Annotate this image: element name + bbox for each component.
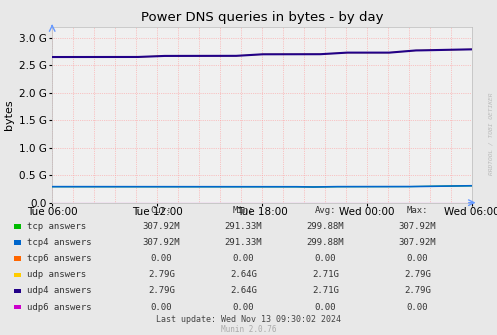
Title: Power DNS queries in bytes - by day: Power DNS queries in bytes - by day — [141, 11, 383, 24]
Text: 291.33M: 291.33M — [225, 222, 262, 231]
Text: Avg:: Avg: — [315, 206, 336, 215]
Text: 2.79G: 2.79G — [404, 270, 431, 279]
Text: 0.00: 0.00 — [151, 303, 172, 312]
Text: Max:: Max: — [407, 206, 428, 215]
Text: 0.00: 0.00 — [315, 303, 336, 312]
Text: 2.79G: 2.79G — [148, 270, 175, 279]
Text: 307.92M: 307.92M — [399, 222, 436, 231]
Text: 2.79G: 2.79G — [404, 286, 431, 295]
Text: 2.64G: 2.64G — [230, 286, 257, 295]
Text: 0.00: 0.00 — [407, 303, 428, 312]
Text: 299.88M: 299.88M — [307, 238, 344, 247]
Text: 2.71G: 2.71G — [312, 286, 339, 295]
Text: Munin 2.0.76: Munin 2.0.76 — [221, 325, 276, 334]
Text: 0.00: 0.00 — [407, 254, 428, 263]
Text: udp answers: udp answers — [27, 270, 86, 279]
Text: 307.92M: 307.92M — [143, 222, 180, 231]
Text: 0.00: 0.00 — [151, 254, 172, 263]
Text: udp4 answers: udp4 answers — [27, 286, 92, 295]
Text: 2.71G: 2.71G — [312, 270, 339, 279]
Text: Last update: Wed Nov 13 09:30:02 2024: Last update: Wed Nov 13 09:30:02 2024 — [156, 315, 341, 324]
Text: tcp answers: tcp answers — [27, 222, 86, 231]
Text: 0.00: 0.00 — [315, 254, 336, 263]
Text: 307.92M: 307.92M — [399, 238, 436, 247]
Text: tcp4 answers: tcp4 answers — [27, 238, 92, 247]
Text: 2.79G: 2.79G — [148, 286, 175, 295]
Y-axis label: bytes: bytes — [4, 99, 14, 130]
Text: RRDTOOL / TOBI OETIKER: RRDTOOL / TOBI OETIKER — [489, 93, 494, 175]
Text: udp6 answers: udp6 answers — [27, 303, 92, 312]
Text: Min:: Min: — [233, 206, 254, 215]
Text: 299.88M: 299.88M — [307, 222, 344, 231]
Text: Cur:: Cur: — [151, 206, 172, 215]
Text: 2.64G: 2.64G — [230, 270, 257, 279]
Text: 307.92M: 307.92M — [143, 238, 180, 247]
Text: tcp6 answers: tcp6 answers — [27, 254, 92, 263]
Text: 0.00: 0.00 — [233, 254, 254, 263]
Text: 0.00: 0.00 — [233, 303, 254, 312]
Text: 291.33M: 291.33M — [225, 238, 262, 247]
